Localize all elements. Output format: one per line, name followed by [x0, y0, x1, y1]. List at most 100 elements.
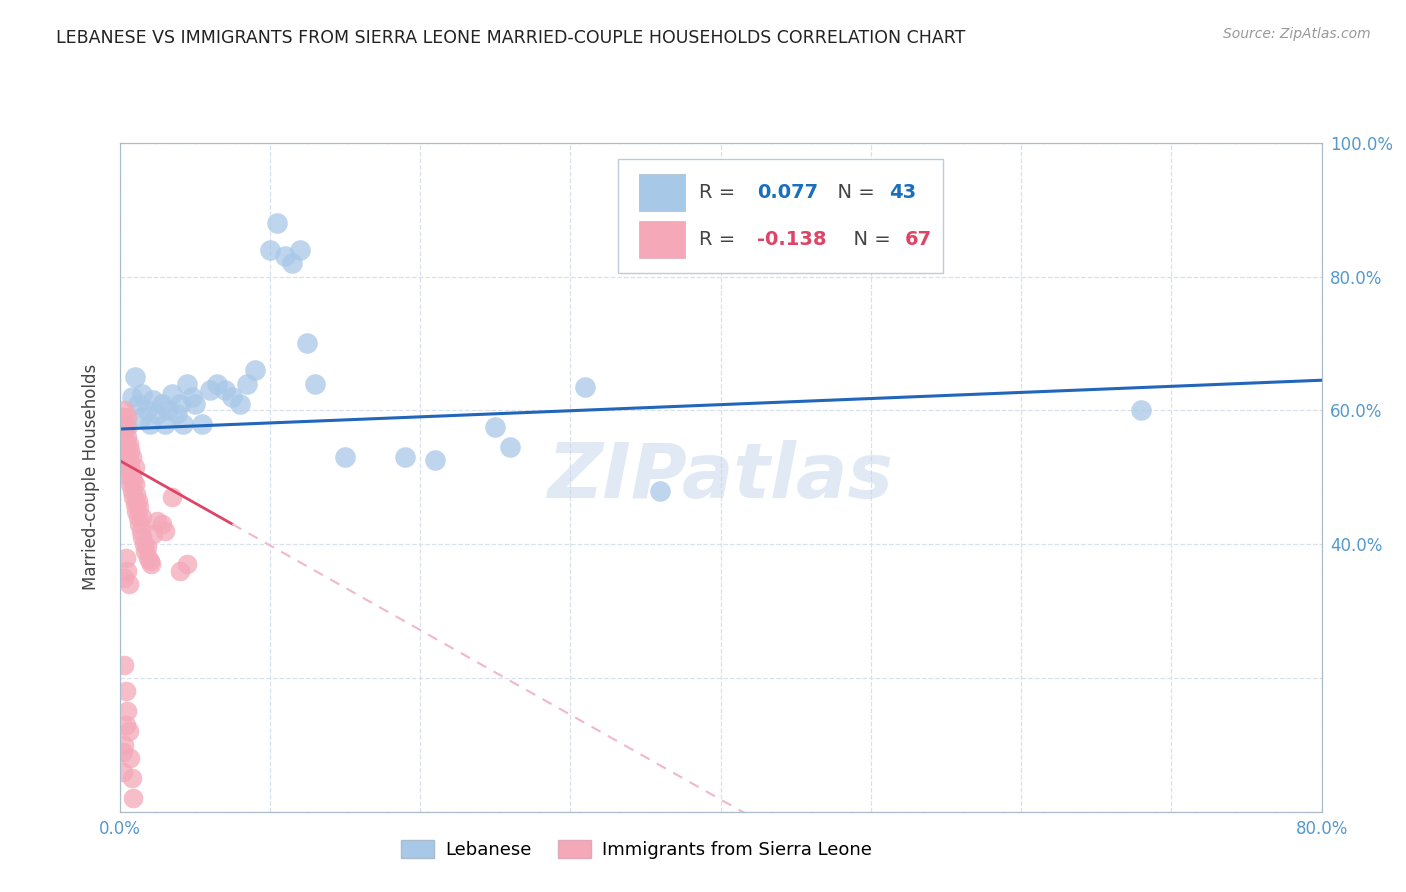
Point [131, 510, 153, 524]
Point [153, 524, 176, 538]
Point [121, 390, 143, 404]
Point [333, 450, 356, 464]
Point [118, 476, 141, 491]
Point [146, 514, 169, 528]
Text: R =: R = [699, 184, 741, 202]
Point [150, 396, 173, 410]
Point [124, 460, 146, 475]
Point [131, 386, 153, 401]
Point [112, 450, 135, 464]
Point [122, 474, 145, 488]
Point [228, 396, 252, 410]
Point [172, 417, 194, 431]
Text: -0.138: -0.138 [756, 230, 827, 249]
Point [131, 530, 153, 544]
Point [117, 453, 139, 467]
Point [114, 436, 136, 450]
Point [118, 460, 141, 475]
Point [129, 524, 152, 538]
Point [124, 497, 146, 511]
Y-axis label: Married-couple Households: Married-couple Households [82, 364, 100, 591]
Point [499, 440, 522, 454]
Point [111, 744, 134, 758]
Point [114, 717, 136, 731]
Point [394, 450, 416, 464]
Point [132, 537, 155, 551]
Text: ZIPatlas: ZIPatlas [547, 441, 894, 514]
Point [183, 396, 205, 410]
Point [114, 457, 136, 471]
Point [121, 450, 143, 464]
Point [1130, 403, 1153, 417]
Point [146, 407, 169, 421]
Point [121, 483, 143, 498]
Point [169, 564, 191, 578]
Point [153, 417, 176, 431]
FancyBboxPatch shape [638, 221, 685, 258]
Point [111, 764, 134, 779]
Point [117, 724, 139, 739]
Point [150, 516, 173, 531]
Point [118, 751, 141, 765]
Point [160, 386, 183, 401]
Point [259, 243, 281, 257]
Point [156, 403, 179, 417]
Point [112, 657, 135, 672]
Point [131, 410, 153, 425]
Point [138, 417, 160, 431]
Point [650, 483, 672, 498]
Point [236, 376, 259, 391]
Legend: Lebanese, Immigrants from Sierra Leone: Lebanese, Immigrants from Sierra Leone [394, 832, 879, 866]
Point [138, 554, 160, 568]
Point [180, 390, 202, 404]
Point [176, 557, 198, 572]
Point [423, 453, 446, 467]
Point [142, 393, 165, 408]
Point [574, 380, 596, 394]
Point [198, 384, 221, 398]
Point [117, 577, 139, 591]
Point [117, 436, 139, 450]
Point [111, 440, 134, 454]
Point [124, 369, 146, 384]
Point [274, 250, 297, 264]
Point [115, 430, 138, 444]
Point [205, 376, 228, 391]
Point [112, 571, 135, 585]
Text: 43: 43 [889, 184, 915, 202]
Point [122, 490, 145, 504]
Point [136, 550, 159, 565]
Point [115, 464, 138, 478]
Text: N =: N = [841, 230, 897, 249]
Point [266, 216, 288, 230]
Point [112, 403, 135, 417]
Point [176, 376, 198, 391]
Point [111, 424, 134, 438]
Point [115, 410, 138, 425]
Point [160, 490, 183, 504]
Point [304, 376, 326, 391]
Point [297, 336, 319, 351]
Text: Source: ZipAtlas.com: Source: ZipAtlas.com [1223, 27, 1371, 41]
Point [115, 564, 138, 578]
Point [127, 493, 149, 508]
Point [142, 527, 165, 541]
Point [122, 791, 145, 805]
Text: N =: N = [825, 184, 882, 202]
Point [114, 420, 136, 434]
Point [110, 410, 132, 425]
FancyBboxPatch shape [619, 160, 943, 273]
Point [125, 503, 148, 517]
Point [484, 420, 506, 434]
Point [243, 363, 266, 377]
FancyBboxPatch shape [638, 175, 685, 211]
Point [114, 684, 136, 698]
Point [134, 543, 156, 558]
Point [112, 738, 135, 752]
Text: 67: 67 [904, 230, 932, 249]
Point [281, 256, 304, 270]
Point [128, 500, 150, 515]
Point [191, 417, 214, 431]
Point [135, 403, 157, 417]
Point [221, 390, 243, 404]
